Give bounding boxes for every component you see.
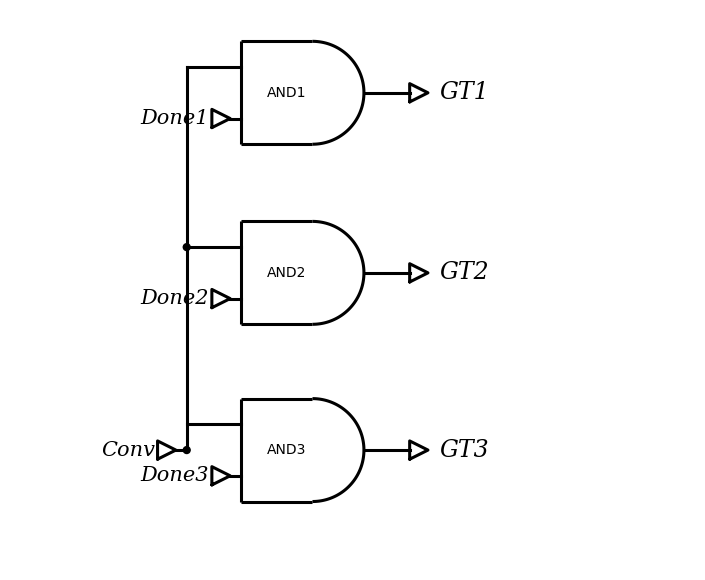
Text: Done1: Done1 — [140, 109, 209, 128]
Text: GT1: GT1 — [439, 81, 489, 104]
Text: Done3: Done3 — [140, 466, 209, 485]
Text: Done2: Done2 — [140, 289, 209, 308]
Text: Conv: Conv — [101, 441, 154, 459]
Text: GT2: GT2 — [439, 262, 489, 284]
Circle shape — [183, 447, 190, 454]
Circle shape — [183, 244, 190, 251]
Text: GT3: GT3 — [439, 438, 489, 462]
Text: AND2: AND2 — [267, 266, 307, 280]
Text: AND1: AND1 — [267, 86, 307, 100]
Text: AND3: AND3 — [267, 443, 307, 457]
